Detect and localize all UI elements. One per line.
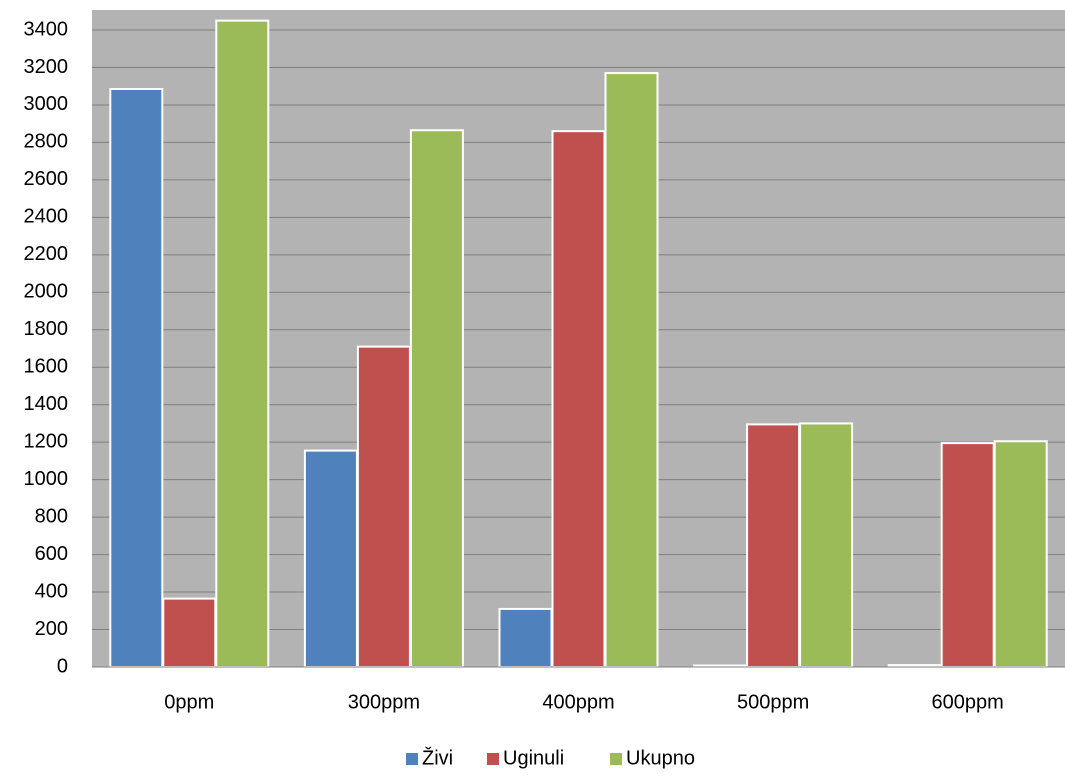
y-tick-label: 2200 [24,243,69,265]
y-tick-label: 2400 [24,206,69,228]
y-tick-label: 1000 [24,468,69,490]
bar-ukupno-0ppm [215,19,270,669]
y-tick-label: 3400 [24,18,69,40]
x-category-label: 500ppm [737,691,809,713]
y-tick-label: 1600 [24,356,69,378]
bar-ukupno-300ppm [409,129,464,668]
y-tick-label: 1200 [24,430,69,452]
bar-uginuli-0ppm [162,597,217,668]
bar-uginuli-300ppm [356,345,411,668]
legend-swatch-uginuli [487,753,499,765]
y-tick-label: 600 [35,543,68,565]
y-tick-label: 3000 [24,93,69,115]
y-tick-label: 2000 [24,281,69,303]
y-axis-ticks: 0 200 400 600 800 1000 1200 1400 1600 1800 2000 220… [24,18,69,677]
x-category-label: 0ppm [164,691,214,713]
legend-swatch-živi [406,753,418,765]
y-tick-label: 800 [35,505,68,527]
y-tick-label: 3200 [24,56,69,78]
x-category-label: 600ppm [932,691,1004,713]
bar-ukupno-400ppm [604,72,659,668]
y-tick-label: 1800 [24,318,69,340]
y-tick-label: 200 [35,618,68,640]
y-tick-label: 0 [57,655,68,677]
legend-label: Živi [422,746,453,769]
legend: Živi Uginuli Ukupno [406,746,695,769]
bar-uginuli-500ppm [746,423,801,668]
bar-ukupno-500ppm [799,422,854,668]
bars [109,19,1048,669]
bar-uginuli-600ppm [940,442,995,668]
x-axis-categories: 0ppm 300ppm 400ppm 500ppm 600ppm [164,691,1004,713]
bar-živi-400ppm [498,607,553,669]
y-tick-label: 2800 [24,131,69,153]
legend-label: Uginuli [503,747,564,769]
y-tick-label: 400 [35,580,68,602]
y-tick-label: 1400 [24,393,69,415]
bar-živi-300ppm [303,449,358,669]
bar-uginuli-400ppm [551,130,606,668]
x-category-label: 300ppm [348,691,420,713]
legend-label: Ukupno [626,747,695,769]
x-category-label: 400ppm [542,691,614,713]
y-tick-label: 2600 [24,168,69,190]
bar-ukupno-600ppm [993,440,1048,669]
legend-swatch-ukupno [610,753,622,765]
bar-živi-0ppm [109,88,164,668]
